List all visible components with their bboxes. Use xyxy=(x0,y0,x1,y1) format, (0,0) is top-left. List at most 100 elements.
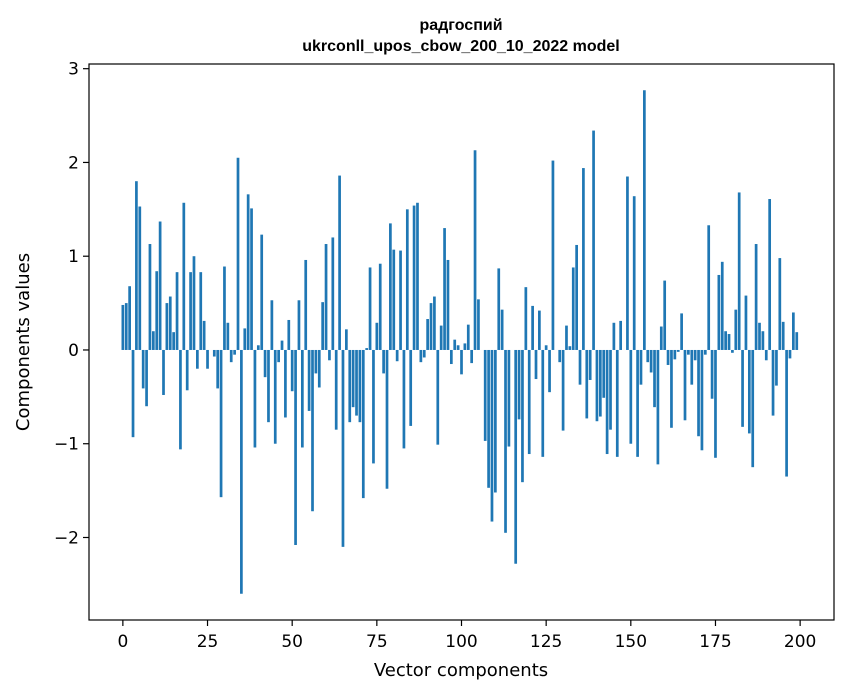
bar xyxy=(500,309,504,350)
x-axis-ticks: 0 25 50 75 100 125 150 175 200 xyxy=(117,620,816,652)
bar xyxy=(328,349,331,361)
bar xyxy=(365,348,369,350)
bar xyxy=(592,130,595,350)
plot-frame xyxy=(88,63,835,621)
bar xyxy=(446,259,450,350)
bar xyxy=(453,339,457,350)
bar xyxy=(246,194,250,350)
bar xyxy=(507,349,511,447)
bar xyxy=(233,349,236,355)
bar xyxy=(707,225,711,350)
bar xyxy=(700,349,704,451)
x-tick-label: 50 xyxy=(281,632,303,652)
bar xyxy=(412,205,416,350)
y-tick-label: 3 xyxy=(68,60,79,80)
bar xyxy=(317,349,321,388)
bar xyxy=(135,181,138,350)
bar xyxy=(588,349,592,380)
bar xyxy=(558,349,562,363)
bar xyxy=(578,349,582,385)
bar xyxy=(687,349,690,355)
bar xyxy=(551,160,555,350)
bar xyxy=(795,332,799,350)
bar xyxy=(636,349,639,457)
bar xyxy=(747,349,751,434)
bar xyxy=(409,349,413,426)
bar xyxy=(307,349,311,411)
bar xyxy=(348,349,352,423)
bar xyxy=(277,349,280,363)
bar xyxy=(250,208,253,350)
x-tick-label: 125 xyxy=(530,632,562,652)
bar xyxy=(185,349,189,391)
y-tick-label: 0 xyxy=(68,341,79,361)
bar xyxy=(643,90,646,350)
bar xyxy=(138,206,142,350)
bar xyxy=(338,175,341,350)
bar xyxy=(720,261,724,350)
bar xyxy=(582,168,585,350)
bar xyxy=(189,272,192,350)
bar xyxy=(724,331,727,350)
bar xyxy=(609,349,612,430)
bar xyxy=(494,349,497,493)
bar xyxy=(124,303,128,350)
bar xyxy=(781,321,785,350)
bar xyxy=(792,312,795,350)
y-tick-label: 1 xyxy=(68,247,79,267)
bar xyxy=(463,343,467,350)
bar xyxy=(155,271,159,350)
bar xyxy=(751,349,755,468)
bar xyxy=(297,300,301,350)
bar xyxy=(331,237,335,350)
bar xyxy=(714,349,717,458)
bar xyxy=(703,349,707,355)
bar xyxy=(426,319,429,350)
bar xyxy=(544,345,548,350)
bar xyxy=(615,349,619,457)
bar xyxy=(571,267,575,350)
bar xyxy=(172,332,176,350)
bar xyxy=(758,322,761,350)
bar xyxy=(443,228,446,350)
bar xyxy=(436,349,440,445)
bar xyxy=(626,176,629,350)
bar xyxy=(355,349,358,416)
bar xyxy=(416,202,419,350)
bar xyxy=(663,280,667,350)
bar xyxy=(212,349,216,357)
x-tick-label: 100 xyxy=(445,632,477,652)
bar xyxy=(223,266,226,350)
bar xyxy=(385,349,389,489)
bar xyxy=(165,303,169,350)
bar xyxy=(253,349,257,448)
bar xyxy=(324,244,328,350)
bar xyxy=(229,349,233,363)
bar xyxy=(683,349,687,421)
bar xyxy=(490,349,494,522)
y-tick-label: −1 xyxy=(54,435,79,455)
bar xyxy=(273,349,277,444)
bar xyxy=(602,349,606,398)
bar xyxy=(619,320,623,350)
bar xyxy=(541,349,545,457)
bar xyxy=(287,319,291,350)
bar xyxy=(598,349,602,417)
bar xyxy=(216,349,220,389)
bar xyxy=(375,322,379,350)
bar xyxy=(300,349,304,448)
bar xyxy=(236,157,240,350)
bar xyxy=(744,295,748,350)
x-tick-label: 150 xyxy=(615,632,647,652)
bar xyxy=(358,349,362,423)
bar xyxy=(527,349,531,455)
bar xyxy=(128,286,131,350)
bar xyxy=(162,349,165,395)
bar xyxy=(219,349,223,498)
bar xyxy=(179,349,182,450)
chart-subtitle: ukrconll_upos_cbow_200_10_2022 model xyxy=(302,38,619,55)
bar xyxy=(717,274,721,350)
bar xyxy=(256,345,260,350)
bar xyxy=(422,349,426,358)
bar xyxy=(240,349,243,594)
